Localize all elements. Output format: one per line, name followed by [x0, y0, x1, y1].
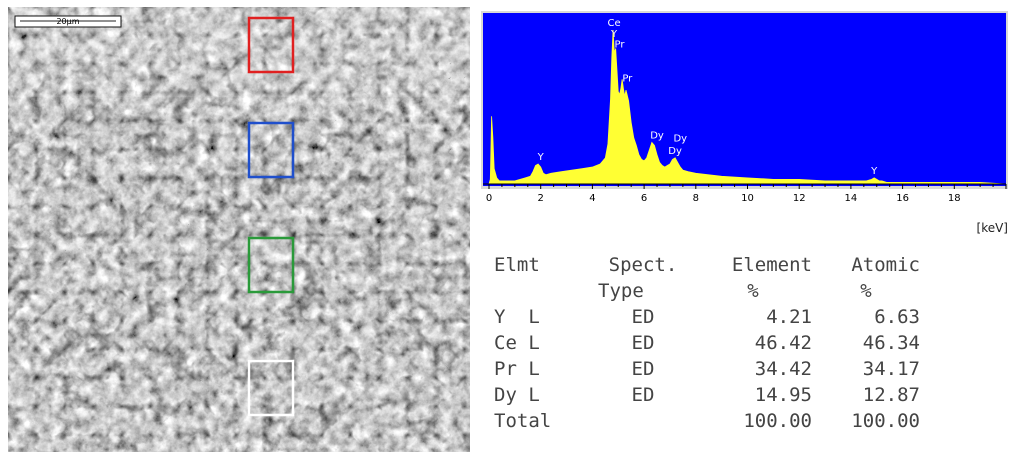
- x-tick-label: 12: [793, 193, 806, 204]
- total-type-empty: [592, 408, 694, 434]
- table-header-row: Elmt Spect. Element Atomic: [494, 252, 920, 278]
- peak-label: Y: [537, 152, 545, 163]
- table-row: Y L ED 4.21 6.63: [494, 304, 920, 330]
- header-type: Type: [598, 280, 644, 302]
- table-row: Ce L ED 46.42 46.34: [494, 330, 920, 356]
- x-tick-label: 4: [589, 193, 595, 204]
- x-tick-label: 18: [948, 193, 961, 204]
- total-element-pct: 100.00: [743, 410, 812, 432]
- scale-bar-label: 20µm: [56, 17, 79, 26]
- row-type: ED: [631, 332, 655, 354]
- sem-micrograph: 20µm: [8, 7, 470, 452]
- x-tick-label: 16: [896, 193, 909, 204]
- x-tick-label: 6: [641, 193, 647, 204]
- header-atomic: Atomic: [851, 254, 920, 276]
- row-elmt: Pr L: [494, 358, 540, 380]
- peak-label: Dy: [650, 130, 664, 141]
- row-atomic-pct: 34.17: [862, 358, 920, 380]
- roi-box-red: [247, 16, 295, 74]
- row-type: ED: [631, 384, 655, 406]
- total-atomic-pct: 100.00: [851, 410, 920, 432]
- peak-label: Y: [870, 166, 878, 177]
- peak-label: Dy: [673, 134, 687, 145]
- plot-background: [483, 13, 1006, 186]
- x-axis-label: [keV]: [977, 221, 1008, 235]
- total-label: Total: [494, 410, 552, 432]
- header-elmt: Elmt: [494, 254, 540, 276]
- roi-box-white: [247, 359, 295, 417]
- header-element: Element: [731, 254, 812, 276]
- row-element-pct: 46.42: [754, 332, 812, 354]
- x-tick-label: 10: [741, 193, 754, 204]
- row-element-pct: 4.21: [766, 306, 812, 328]
- row-atomic-pct: 46.34: [862, 332, 920, 354]
- peak-label: Pr: [615, 40, 626, 51]
- roi-box-green: [247, 236, 295, 294]
- row-atomic-pct: 6.63: [874, 306, 920, 328]
- composition-table: Elmt Spect. Element Atomic Type % % Y L …: [494, 252, 920, 434]
- peak-label: Pr: [622, 73, 633, 84]
- table-total-row: Total 100.00 100.00: [494, 408, 920, 434]
- x-tick-label: 8: [693, 193, 699, 204]
- subheader-empty: [494, 278, 592, 304]
- peak-label: Dy: [668, 146, 682, 157]
- table-subheader-row: Type % %: [494, 278, 920, 304]
- x-tick-label: 2: [538, 193, 544, 204]
- sem-shadow-texture: [8, 7, 470, 452]
- header-atomic-percent: %: [860, 280, 872, 302]
- peak-label: Y: [610, 29, 618, 40]
- header-element-percent: %: [747, 280, 759, 302]
- row-elmt: Ce L: [494, 332, 540, 354]
- row-elmt: Y L: [494, 306, 540, 328]
- spectrum-area: [488, 29, 1007, 185]
- table-row: Dy L ED 14.95 12.87: [494, 382, 920, 408]
- x-tick-label: 0: [486, 193, 492, 204]
- row-type: ED: [631, 306, 655, 328]
- x-tick-label: 14: [845, 193, 858, 204]
- peak-label: Ce: [608, 18, 621, 29]
- row-type: ED: [631, 358, 655, 380]
- header-spect: Spect.: [608, 254, 678, 276]
- row-element-pct: 14.95: [754, 384, 812, 406]
- row-elmt: Dy L: [494, 384, 540, 406]
- roi-box-blue: [247, 121, 295, 179]
- row-element-pct: 34.42: [754, 358, 812, 380]
- table-row: Pr L ED 34.42 34.17: [494, 356, 920, 382]
- row-atomic-pct: 12.87: [862, 384, 920, 406]
